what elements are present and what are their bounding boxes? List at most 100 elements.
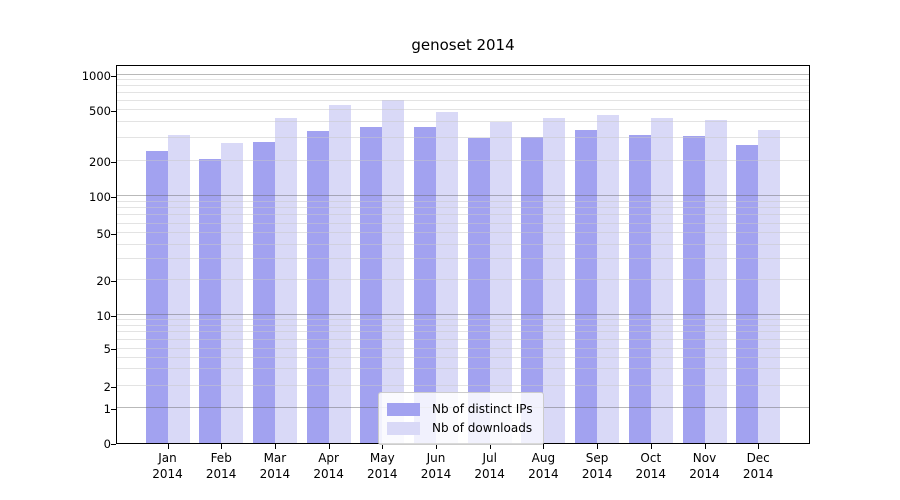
xtick-label-nov: Nov 2014 — [673, 450, 737, 482]
xtick-mark-nov — [704, 444, 706, 449]
legend-label-distinct-ips: Nb of distinct IPs — [432, 402, 533, 416]
minor-gridline-800 — [117, 85, 809, 87]
ytick-mark-1 — [111, 409, 116, 411]
ytick-label-2: 2 — [103, 379, 111, 394]
bar-apr-distinct-ips — [306, 131, 329, 443]
xtick-label-year: 2014 — [528, 467, 559, 481]
minor-gridline-80 — [117, 207, 809, 209]
legend-entry-downloads: Nb of downloads — [387, 419, 533, 437]
minor-gridline-7 — [117, 331, 809, 333]
bar-dec-distinct-ips — [736, 145, 759, 443]
major-gridline-1000 — [117, 73, 809, 75]
xtick-label-may: May 2014 — [350, 450, 414, 482]
xtick-label-jun: Jun 2014 — [404, 450, 468, 482]
ytick-mark-10 — [111, 315, 116, 317]
xtick-mark-apr — [328, 444, 330, 449]
xtick-label-year: 2014 — [420, 467, 452, 481]
xtick-label-jan: Jan 2014 — [136, 450, 200, 482]
minor-gridline-200 — [117, 159, 809, 161]
minor-gridline-300 — [117, 137, 809, 139]
bar-mar-downloads — [274, 118, 297, 443]
bar-may-distinct-ips — [360, 127, 383, 443]
legend-swatch-downloads — [387, 421, 420, 435]
major-gridline-10 — [117, 313, 809, 315]
minor-gridline-900 — [117, 79, 809, 81]
minor-gridline-50 — [117, 232, 809, 234]
bar-jun-downloads — [436, 112, 458, 443]
bar-oct-distinct-ips — [628, 134, 651, 443]
legend-entry-distinct-ips: Nb of distinct IPs — [387, 400, 533, 418]
xtick-label-jul: Jul 2014 — [458, 450, 522, 482]
ytick-mark-2 — [111, 386, 116, 388]
xtick-label-year: 2014 — [474, 467, 505, 481]
bar-jul-downloads — [489, 122, 512, 443]
bar-sep-downloads — [597, 114, 620, 443]
xtick-label-mar: Mar 2014 — [243, 450, 307, 482]
xtick-label-aug: Aug 2014 — [511, 450, 575, 482]
minor-gridline-40 — [117, 243, 809, 245]
xtick-mark-oct — [650, 444, 652, 449]
ytick-mark-50 — [111, 234, 116, 236]
ytick-label-100: 100 — [89, 190, 111, 205]
minor-gridline-500 — [117, 109, 809, 111]
ytick-label-5: 5 — [103, 342, 111, 357]
xtick-label-year: 2014 — [367, 467, 398, 481]
bar-aug-distinct-ips — [521, 137, 544, 443]
plot-area — [116, 65, 810, 444]
ytick-label-500: 500 — [89, 104, 111, 119]
bar-apr-downloads — [328, 104, 351, 443]
minor-gridline-6 — [117, 338, 809, 340]
xtick-label-feb: Feb 2014 — [189, 450, 253, 482]
minor-gridline-20 — [117, 278, 809, 280]
ytick-label-0: 0 — [103, 437, 111, 451]
minor-gridline-400 — [117, 121, 809, 123]
ytick-mark-5 — [111, 349, 116, 351]
xtick-label-year: 2014 — [689, 467, 720, 481]
minor-gridline-700 — [117, 92, 809, 93]
bar-feb-downloads — [221, 143, 244, 443]
ytick-label-1000: 1000 — [81, 68, 111, 83]
xtick-label-year: 2014 — [313, 467, 344, 481]
legend: Nb of distinct IPs Nb of downloads — [378, 392, 544, 445]
ytick-label-200: 200 — [89, 154, 111, 169]
xtick-label-year: 2014 — [742, 467, 774, 481]
major-gridline-100 — [117, 195, 809, 197]
chart-title: genoset 2014 — [411, 36, 515, 54]
xtick-label-sep: Sep 2014 — [565, 450, 629, 482]
ytick-mark-0 — [111, 444, 116, 445]
xtick-label-year: 2014 — [581, 467, 613, 481]
xtick-label-year: 2014 — [205, 467, 237, 481]
minor-gridline-60 — [117, 222, 809, 224]
xtick-mark-mar — [274, 444, 276, 449]
xtick-label-dec: Dec 2014 — [726, 450, 790, 482]
xtick-mark-aug — [543, 444, 545, 449]
minor-gridline-5 — [117, 347, 809, 349]
xtick-mark-jan — [167, 444, 169, 449]
ytick-label-1: 1 — [103, 402, 111, 417]
ytick-label-50: 50 — [96, 227, 111, 242]
minor-gridline-70 — [117, 214, 809, 216]
minor-gridline-9 — [117, 318, 809, 320]
bar-nov-downloads — [704, 119, 727, 443]
bar-feb-distinct-ips — [199, 159, 222, 443]
minor-gridline-90 — [117, 201, 809, 202]
minor-gridline-4 — [117, 356, 809, 358]
bar-aug-downloads — [543, 117, 566, 443]
legend-label-downloads: Nb of downloads — [432, 421, 533, 435]
legend-swatch-distinct-ips — [387, 402, 420, 416]
xtick-mark-sep — [597, 444, 599, 449]
minor-gridline-8 — [117, 324, 809, 326]
minor-gridline-3 — [117, 368, 809, 370]
xtick-label-year: 2014 — [259, 467, 291, 481]
bar-oct-downloads — [650, 118, 673, 443]
bar-sep-distinct-ips — [575, 129, 598, 443]
bar-jun-distinct-ips — [414, 126, 436, 443]
ytick-label-10: 10 — [96, 308, 111, 323]
xtick-mark-jun — [436, 444, 437, 449]
bar-mar-distinct-ips — [252, 142, 275, 443]
xtick-label-year: 2014 — [635, 467, 667, 481]
xtick-label-apr: Apr 2014 — [297, 450, 361, 482]
minor-gridline-30 — [117, 258, 809, 260]
ytick-mark-200 — [111, 161, 116, 163]
